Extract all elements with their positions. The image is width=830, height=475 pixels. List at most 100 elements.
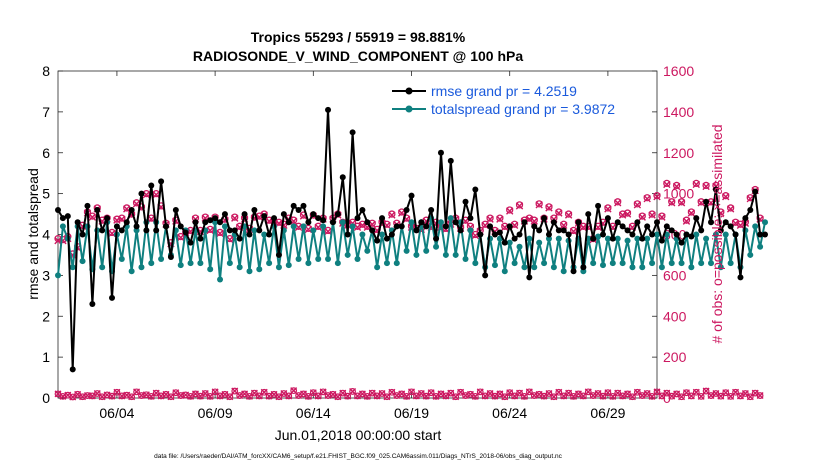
obs-low-point [206, 392, 214, 400]
rmse-point [708, 219, 715, 226]
totalspread-point [55, 272, 61, 279]
rmse-point [712, 186, 719, 193]
totalspread-point [187, 260, 194, 267]
obs-low-point [457, 388, 465, 396]
obs-assimilated-point [677, 199, 686, 207]
totalspread-point [708, 260, 715, 267]
rmse-point [118, 227, 125, 234]
obs-assimilated-point [668, 199, 676, 207]
rmse-point [413, 227, 420, 234]
totalspread-point [639, 264, 646, 271]
legend-spread-label: totalspread grand pr = 3.9872 [431, 101, 615, 117]
rmse-point [452, 219, 459, 226]
rmse-point [442, 223, 449, 230]
rmse-point [555, 227, 562, 234]
rmse-point [261, 213, 268, 220]
rmse-point [433, 235, 440, 242]
totalspread-point [349, 223, 356, 230]
rmse-point [113, 223, 120, 230]
rmse-point [138, 190, 145, 197]
rmse-point [599, 231, 606, 238]
rmse-point [123, 219, 130, 226]
right-tick-label: 400 [663, 308, 687, 324]
rmse-point [732, 231, 739, 238]
obs-possible-point [535, 200, 543, 208]
obs-assimilated-point [604, 205, 612, 213]
totalspread-point [305, 260, 312, 267]
obs-assimilated-point [672, 182, 681, 191]
footer-data-file: data file: /Users/raeder/DAI/ATM_forcXX/… [154, 453, 563, 460]
rmse-point [275, 251, 282, 258]
totalspread-point [315, 256, 322, 263]
left-tick-label: 4 [42, 227, 50, 243]
obs-possible-point [702, 181, 710, 190]
obs-possible-point [672, 181, 681, 190]
rmse-point [143, 227, 150, 234]
obs-possible-point [88, 212, 97, 220]
rmse-point [153, 227, 160, 234]
totalspread-point [604, 235, 611, 242]
obs-low-point [363, 392, 371, 400]
rmse-point [69, 366, 76, 373]
obs-assimilated-point [623, 210, 632, 218]
totalspread-point [344, 251, 351, 258]
rmse-point [614, 219, 621, 226]
rmse-point [472, 186, 479, 193]
obs-assimilated-point [614, 199, 622, 207]
obs-low-point [344, 392, 352, 400]
rmse-point [217, 219, 224, 226]
totalspread-point [320, 223, 327, 230]
totalspread-point [624, 237, 631, 244]
obs-assimilated-point [486, 215, 494, 223]
obs-possible-point [682, 216, 691, 224]
rmse-point [580, 264, 587, 271]
totalspread-point [246, 268, 253, 275]
obs-possible-point [677, 198, 686, 206]
rmse-point [369, 227, 376, 234]
rmse-point [383, 235, 390, 242]
totalspread-point [462, 256, 469, 263]
obs-low-point [108, 392, 116, 400]
rmse-point [516, 231, 523, 238]
rmse-point [128, 206, 135, 213]
totalspread-point [374, 264, 381, 271]
legend-rmse-marker [405, 87, 413, 95]
right-axis-label: # of obs: o=possible; ×=assimilated [709, 124, 725, 343]
rmse-point [197, 235, 204, 242]
rmse-point [64, 213, 71, 220]
rmse-point [315, 215, 322, 222]
rmse-point [329, 219, 336, 226]
obs-low-point [653, 388, 661, 396]
left-tick-label: 8 [42, 63, 50, 79]
x-tick-label: 06/09 [198, 405, 233, 421]
totalspread-point [757, 243, 764, 250]
rmse-point [418, 219, 425, 226]
totalspread-point [236, 264, 243, 271]
obs-possible-point [216, 228, 224, 237]
left-tick-label: 0 [42, 390, 50, 406]
rmse-point [482, 272, 489, 279]
totalspread-point [158, 256, 165, 263]
totalspread-point [359, 231, 366, 238]
rmse-point [565, 231, 572, 238]
obs-low-point [555, 388, 563, 396]
obs-possible-point [137, 203, 146, 211]
rmse-point [698, 227, 705, 234]
obs-assimilated-point [564, 211, 573, 219]
obs-assimilated-point [206, 226, 214, 235]
totalspread-point [148, 260, 155, 267]
obs-low-point [506, 389, 514, 397]
obs-low-point [319, 388, 327, 396]
right-axis: 02004006008001000120014001600 [652, 63, 694, 406]
obs-low-point [629, 393, 636, 401]
obs-assimilated-point [726, 205, 735, 213]
rmse-point [629, 231, 636, 238]
obs-assimilated-point [535, 201, 543, 209]
rmse-point [104, 215, 111, 222]
totalspread-point [118, 256, 125, 263]
obs-possible-point [668, 198, 676, 206]
totalspread-series [55, 215, 769, 283]
obs-low-point [147, 392, 155, 400]
rmse-point [757, 231, 764, 238]
